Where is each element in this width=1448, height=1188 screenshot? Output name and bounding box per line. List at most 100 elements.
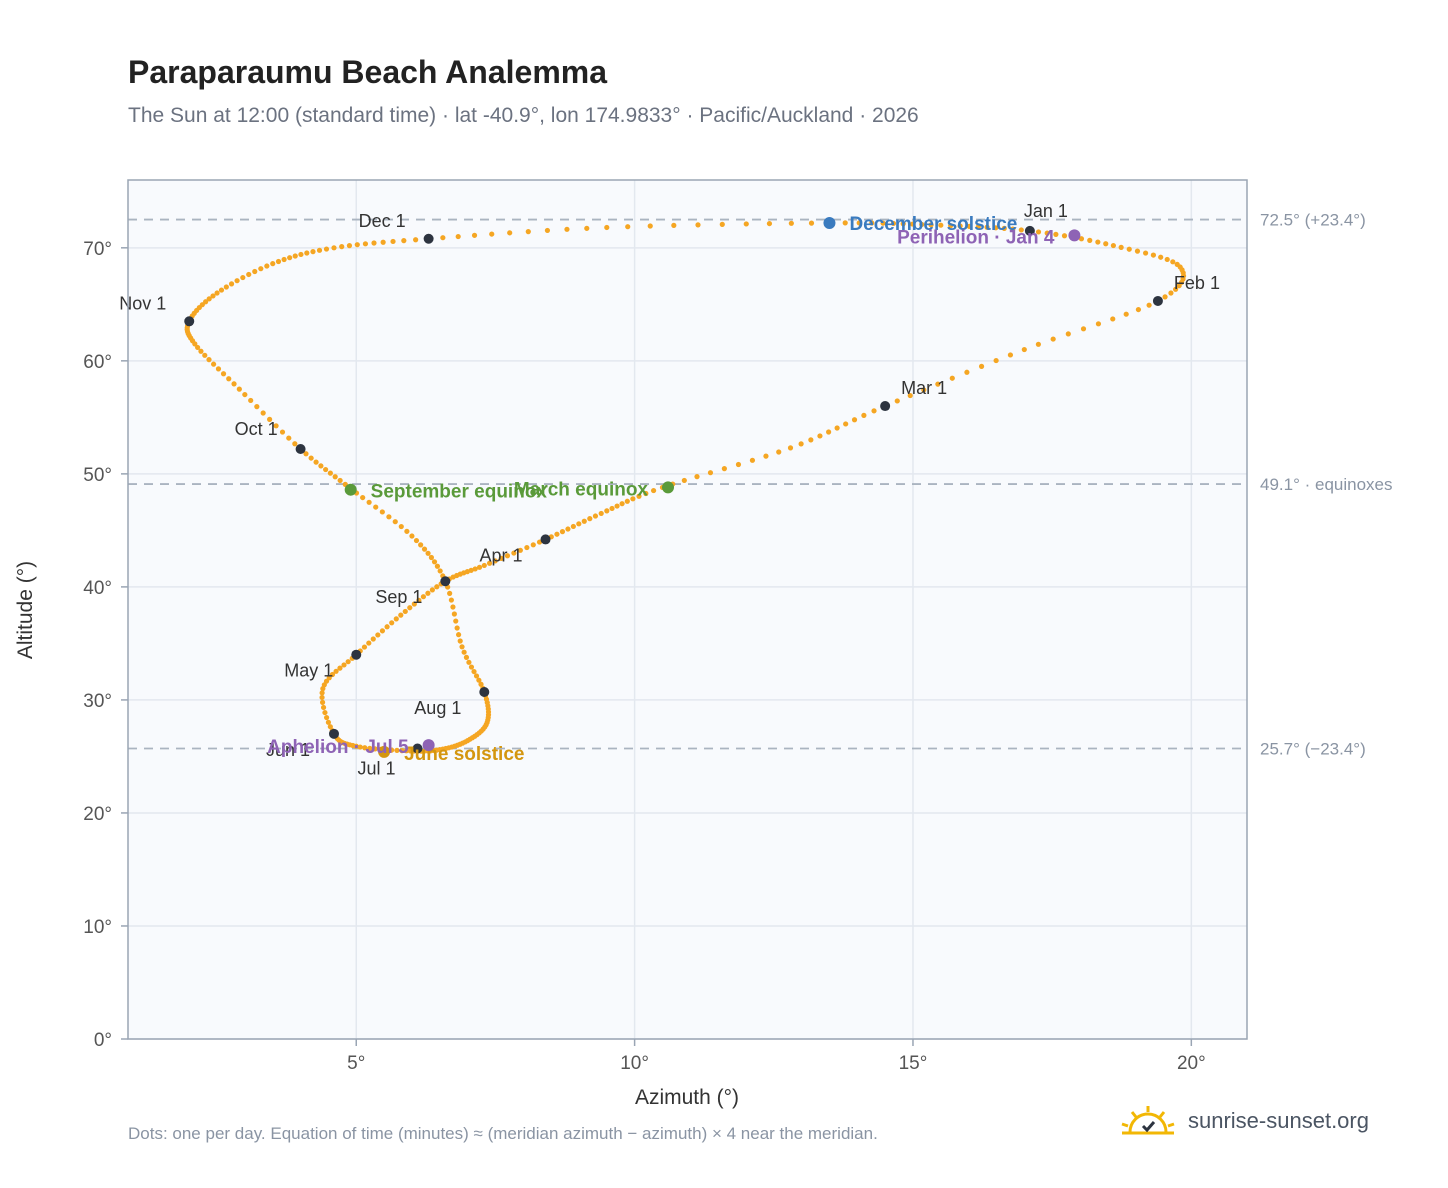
daily-sun-dot <box>735 461 742 468</box>
daily-sun-dot <box>949 375 955 381</box>
month-marker <box>351 649 362 660</box>
daily-sun-dot <box>407 748 413 754</box>
daily-sun-dot <box>1168 290 1174 296</box>
daily-sun-dot <box>871 408 877 414</box>
daily-sun-dot <box>957 223 963 229</box>
daily-sun-dot <box>576 521 582 527</box>
daily-sun-dot <box>504 553 511 559</box>
daily-sun-dot <box>319 690 325 696</box>
daily-sun-dot <box>333 668 339 674</box>
month-marker <box>1024 225 1035 236</box>
y-axis-label: Altitude (°) <box>14 561 37 659</box>
daily-sun-dot <box>392 519 398 525</box>
footnote: Dots: one per day. Equation of time (min… <box>128 1124 878 1143</box>
daily-sun-dot <box>993 225 999 231</box>
brand[interactable]: sunrise-sunset.org <box>1120 1104 1369 1138</box>
daily-sun-dot <box>361 644 368 650</box>
daily-sun-dot <box>1007 352 1014 358</box>
event-label: June solstice <box>404 744 524 765</box>
daily-sun-dot <box>1110 242 1116 249</box>
daily-sun-dot <box>614 503 620 509</box>
daily-sun-dot <box>609 505 615 512</box>
daily-sun-dot <box>240 274 246 281</box>
y-tick-label: 60° <box>83 352 112 373</box>
daily-sun-dot <box>468 664 475 670</box>
daily-sun-dot <box>313 459 319 465</box>
y-tick-label: 50° <box>83 465 112 486</box>
daily-sun-dot <box>246 271 252 278</box>
month-marker-label: Dec 1 <box>359 211 406 231</box>
daily-sun-dot <box>928 222 934 228</box>
daily-sun-dot <box>787 445 794 451</box>
daily-sun-dot <box>287 255 293 261</box>
month-marker <box>423 233 434 244</box>
daily-sun-dot <box>544 227 551 234</box>
y-tick-label: 10° <box>83 917 112 938</box>
daily-sun-dot <box>776 449 782 455</box>
daily-sun-dot <box>978 363 985 369</box>
daily-sun-dot <box>275 258 282 265</box>
daily-sun-dot <box>323 466 329 473</box>
daily-sun-dot <box>206 357 212 363</box>
daily-sun-dot <box>456 632 462 638</box>
daily-sun-dot <box>267 416 273 422</box>
month-marker-label: Jun 1 <box>266 740 310 760</box>
month-marker-label: Feb 1 <box>1174 273 1220 293</box>
daily-sun-dot <box>476 564 483 570</box>
daily-sun-dot <box>604 224 610 231</box>
daily-sun-dot <box>919 221 925 228</box>
daily-sun-dot <box>1035 341 1041 347</box>
daily-sun-dot <box>1110 316 1116 322</box>
event-marker <box>823 216 836 229</box>
month-marker-label: Apr 1 <box>480 545 523 565</box>
daily-sun-dot <box>450 604 456 610</box>
daily-sun-dot <box>413 537 420 544</box>
daily-sun-dot <box>587 516 593 522</box>
plot-background <box>128 180 1247 1039</box>
daily-sun-dot <box>371 240 377 246</box>
x-tick-label: 15° <box>899 1053 928 1074</box>
daily-sun-dot <box>337 477 343 484</box>
daily-sun-dot <box>254 404 260 410</box>
daily-sun-dot <box>511 550 517 556</box>
daily-sun-dot <box>671 222 677 228</box>
daily-sun-dot <box>203 299 209 305</box>
daily-sun-dot <box>975 224 981 230</box>
plot-frame <box>127 179 1248 1040</box>
daily-sun-dot <box>763 453 769 459</box>
daily-sun-dot <box>320 686 326 692</box>
daily-sun-dot <box>869 220 875 226</box>
daily-sun-dot <box>420 594 427 600</box>
daily-sun-dot <box>206 296 212 302</box>
daily-sun-dot <box>248 397 254 404</box>
brand-name: sunrise-sunset.org <box>1188 1108 1369 1133</box>
daily-sun-dot <box>409 533 415 539</box>
axis-ticks: 5° 10° 15° 20° 0° 10° 20° 30° 40° 50° 60° 70° <box>83 239 1205 1074</box>
event-label: Perihelion · Jan 4 <box>897 227 1055 248</box>
event-label: September equinox <box>371 482 548 503</box>
daily-sun-dot <box>921 387 927 393</box>
daily-sun-dot <box>681 477 687 484</box>
month-marker <box>295 444 306 455</box>
daily-sun-dot <box>292 253 298 259</box>
daily-sun-dot <box>316 247 323 253</box>
daily-sun-dot <box>372 746 378 752</box>
daily-sun-dot <box>461 649 467 655</box>
daily-sun-dot <box>900 221 906 227</box>
y-tick-label: 70° <box>83 239 112 260</box>
daily-sun-dot <box>880 220 886 226</box>
daily-sun-dot <box>619 501 625 507</box>
daily-sun-dot <box>471 668 477 675</box>
grid-lines <box>128 180 1247 1040</box>
month-marker <box>540 534 551 545</box>
daily-sun-dot <box>592 513 599 519</box>
daily-sun-dot <box>389 747 395 753</box>
daily-sun-dot <box>798 441 804 447</box>
daily-sun-dot <box>416 597 422 603</box>
daily-sun-dot <box>390 238 396 245</box>
daily-sun-dot <box>565 526 571 532</box>
daily-sun-dot <box>226 376 232 382</box>
daily-sun-dot <box>401 238 407 244</box>
daily-sun-dot <box>1050 336 1056 342</box>
daily-sun-dot <box>861 412 867 418</box>
